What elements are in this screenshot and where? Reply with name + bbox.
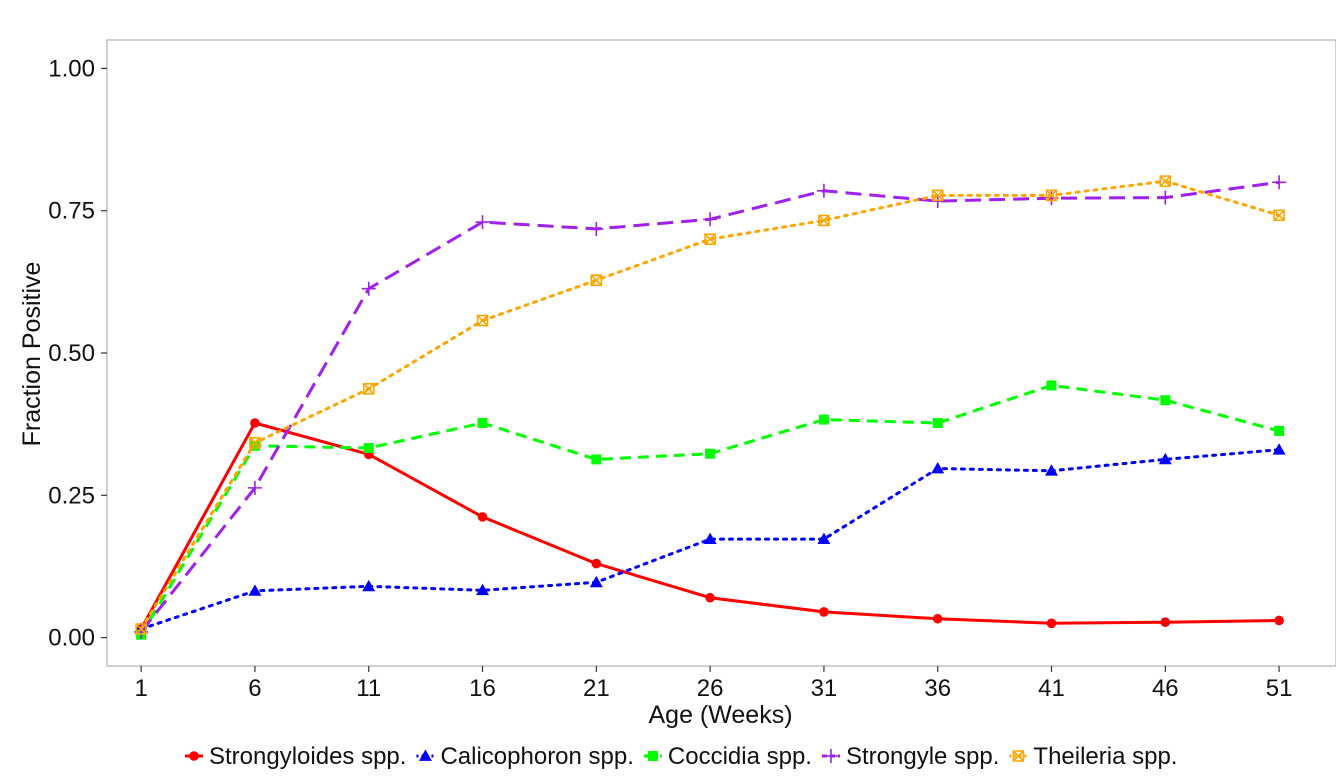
x-tick-label: 11 [356, 675, 381, 702]
data-point [249, 440, 260, 451]
legend-item: Strongyloides spp. [185, 743, 406, 770]
x-tick-label: 36 [924, 675, 951, 702]
data-point [1274, 615, 1284, 626]
data-point [931, 462, 945, 474]
legend-label: Theileria spp. [1033, 743, 1177, 770]
legend-item: Strongyle spp. [821, 743, 999, 770]
data-point [1158, 190, 1173, 205]
data-point [705, 448, 716, 459]
data-point [591, 558, 602, 569]
x-tick-label: 26 [697, 675, 724, 702]
data-point [932, 417, 943, 428]
data-point [476, 583, 490, 596]
data-point [248, 584, 262, 596]
data-point [1158, 452, 1172, 465]
x-tick-label: 31 [811, 675, 838, 702]
data-point [250, 418, 260, 428]
data-point [1159, 175, 1172, 187]
data-point [363, 443, 374, 454]
x-tick-label: 46 [1152, 675, 1179, 702]
data-point [818, 214, 830, 227]
data-point [361, 281, 376, 296]
data-point [247, 480, 262, 495]
data-point [931, 189, 944, 202]
x-tick-label: 1 [134, 675, 147, 702]
x-axis: 1 6 11 16 21 26 31 36 41 46 51 [134, 666, 1292, 702]
data-point [819, 607, 829, 617]
data-point [932, 613, 943, 624]
data-point [476, 314, 489, 327]
legend-key-marker [418, 749, 432, 761]
data-point [362, 579, 376, 592]
legend-label: Strongyle spp. [846, 743, 999, 770]
legend-key-marker [1012, 750, 1025, 762]
legend-item: Calicophoron spp. [416, 743, 634, 770]
x-axis-title: Age (Weeks) [648, 701, 792, 729]
data-point [1046, 380, 1057, 391]
legend-label: Coccidia spp. [668, 743, 812, 770]
data-point [704, 233, 716, 245]
data-point [135, 623, 147, 635]
data-point [477, 417, 488, 428]
y-tick-label: 1.00 [48, 55, 95, 82]
data-point [249, 437, 261, 449]
legend-item: Theileria spp. [1009, 743, 1177, 770]
y-tick-label: 0.50 [48, 340, 95, 367]
series-layer [134, 175, 1287, 640]
data-point [362, 383, 375, 395]
data-point [1045, 189, 1058, 202]
data-point [1045, 464, 1059, 476]
data-point [1160, 617, 1171, 627]
data-point [1273, 209, 1285, 222]
y-axis-title: Fraction Positive [18, 262, 46, 447]
x-tick-label: 6 [248, 675, 261, 702]
legend-key-marker [647, 751, 658, 761]
data-point [475, 215, 490, 230]
data-point [590, 274, 603, 286]
x-tick-label: 51 [1266, 675, 1293, 702]
data-point [1046, 618, 1057, 629]
legend-label: Calicophoron spp. [440, 743, 633, 770]
data-point [589, 221, 604, 236]
legend-item: Coccidia spp. [643, 743, 812, 770]
series-4 [134, 175, 1287, 639]
data-point [1274, 425, 1285, 436]
legend-key-marker [823, 749, 838, 763]
legend-key-marker [189, 751, 199, 761]
y-tick-label: 0.25 [48, 482, 95, 509]
series-3 [136, 380, 1285, 640]
data-point [818, 414, 829, 425]
series-5 [135, 175, 1285, 635]
data-point [591, 454, 602, 465]
data-point [1160, 395, 1171, 406]
x-tick-label: 41 [1038, 675, 1065, 702]
data-point [817, 532, 831, 544]
data-point [705, 592, 715, 603]
legend: Strongyloides spp. Calicophoron spp. Cocci… [185, 743, 1177, 770]
data-point [1272, 443, 1286, 455]
data-point [703, 532, 717, 544]
data-point [816, 183, 831, 198]
x-tick-label: 21 [583, 675, 610, 702]
data-point [589, 575, 603, 588]
y-tick-label: 0.00 [48, 625, 95, 652]
data-point [1272, 175, 1287, 190]
data-point [703, 212, 718, 227]
data-point [477, 512, 488, 522]
legend-label: Strongyloides spp. [209, 743, 406, 770]
series-2 [134, 443, 1286, 634]
x-tick-label: 16 [469, 675, 496, 702]
y-axis: 0.00 0.25 0.50 0.75 1.00 [48, 55, 107, 652]
y-tick-label: 0.75 [48, 198, 95, 225]
